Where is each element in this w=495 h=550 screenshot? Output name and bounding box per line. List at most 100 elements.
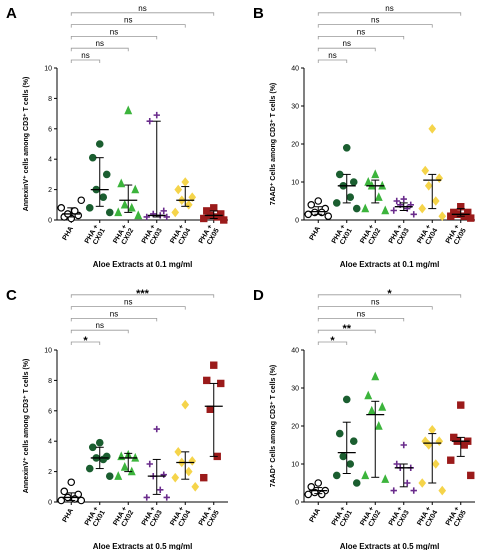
data-point <box>160 207 167 215</box>
y-tick-label: 0 <box>48 500 52 507</box>
significance-bracket <box>70 47 129 52</box>
significance-label: ns <box>357 27 365 36</box>
x-tick-label: PHA +CX02 <box>359 223 382 248</box>
y-tick-label: 40 <box>291 66 299 73</box>
data-point <box>381 474 390 483</box>
x-tick-label: PHA +CX03 <box>141 223 164 248</box>
data-point <box>314 197 323 205</box>
data-point <box>184 466 193 477</box>
y-tick-label: 8 <box>48 96 52 103</box>
data-point <box>143 213 150 221</box>
significance-label: ns <box>110 27 118 36</box>
panel-label: D <box>253 287 264 304</box>
panel-label: B <box>253 5 264 22</box>
x-tick-label: PHA +CX05 <box>445 223 468 248</box>
data-point <box>70 495 79 503</box>
significance-label: * <box>83 335 88 347</box>
data-point <box>418 203 427 214</box>
significance-bracket <box>317 341 348 345</box>
x-tick-label: PHA <box>62 508 75 524</box>
x-axis-label: Aloe Extracts at 0.1 mg/ml <box>93 260 193 269</box>
data-point <box>220 216 228 224</box>
significance-bracket <box>317 294 462 298</box>
x-tick-label: PHA +CX02 <box>112 505 135 530</box>
data-point <box>153 425 160 433</box>
significance-label: ns <box>371 16 379 25</box>
data-point <box>210 361 218 369</box>
x-tick-label: PHA +CX04 <box>416 505 439 530</box>
x-tick-label: PHA +CX04 <box>169 505 192 530</box>
y-tick-label: 0 <box>295 500 299 507</box>
data-point <box>342 395 351 404</box>
data-point <box>381 205 390 215</box>
panel: C 0 2 4 6 8 10 AnnexinV⁺ cells among CD3⁺ T cel… <box>6 287 228 550</box>
data-point <box>188 456 197 466</box>
x-tick-label: PHA +CX05 <box>198 505 221 530</box>
data-point <box>184 199 193 210</box>
data-point <box>105 208 114 217</box>
significance-bracket <box>70 306 186 310</box>
data-point <box>95 140 104 148</box>
y-tick-label: 0 <box>48 218 52 225</box>
data-point <box>335 170 344 179</box>
significance-bracket <box>70 36 158 40</box>
data-point <box>342 144 351 152</box>
x-tick-label: PHA +CX01 <box>331 505 354 530</box>
data-point <box>390 487 397 494</box>
x-axis-label: Aloe Extracts at 0.5 mg/ml <box>93 542 193 550</box>
significance-label: ns <box>343 39 351 48</box>
data-point <box>304 490 313 499</box>
data-point <box>435 173 444 184</box>
y-tick-label: 6 <box>48 408 52 415</box>
data-point <box>335 429 344 438</box>
significance-label: ns <box>96 321 104 330</box>
data-point <box>174 447 183 457</box>
y-tick-label: 0 <box>295 218 299 225</box>
significance-label: ns <box>385 4 393 13</box>
data-point <box>352 204 361 213</box>
y-tick-label: 6 <box>48 126 52 133</box>
significance-bracket <box>317 12 462 16</box>
significance-label: ns <box>357 309 365 318</box>
data-point <box>424 180 433 191</box>
data-point <box>339 452 348 461</box>
significance-bracket <box>70 329 129 334</box>
data-point <box>200 214 208 223</box>
data-point <box>153 111 160 119</box>
x-tick-label: PHA +CX02 <box>112 223 135 248</box>
data-point <box>314 479 323 487</box>
data-point <box>431 459 440 469</box>
data-point <box>400 441 407 449</box>
x-tick-label: PHA +CX02 <box>359 505 382 530</box>
data-point <box>181 177 190 187</box>
significance-label: ns <box>124 16 132 25</box>
data-point <box>120 199 129 209</box>
y-axis-label: 7AAD⁺ Cells among CD3⁺ T cells (%) <box>270 365 277 488</box>
y-tick-label: 10 <box>291 180 299 187</box>
data-point <box>418 478 427 488</box>
significance-label: ** <box>342 323 351 335</box>
significance-label: * <box>387 288 392 300</box>
significance-label: ns <box>138 4 146 13</box>
data-point <box>332 199 341 207</box>
x-tick-label: PHA +CX01 <box>84 505 107 530</box>
data-point <box>143 494 150 501</box>
panel-label: A <box>6 5 17 22</box>
panel: A 0 2 4 6 8 10 AnnexinV⁺ cells among CD3⁺ T cel… <box>6 4 228 269</box>
y-tick-label: 4 <box>48 439 52 446</box>
data-point <box>467 214 475 222</box>
data-point <box>85 204 94 212</box>
y-tick-label: 30 <box>291 386 299 393</box>
significance-label: ns <box>371 298 379 307</box>
data-point <box>99 193 108 202</box>
x-tick-label: PHA +CX03 <box>388 223 411 248</box>
y-tick-label: 20 <box>291 424 299 431</box>
data-point <box>102 170 111 179</box>
data-point <box>349 437 358 446</box>
data-point <box>150 210 157 218</box>
panel: B 0 10 20 30 40 7AAD⁺ Cells among CD3⁺ T cells… <box>253 4 475 269</box>
y-tick-label: 30 <box>291 104 299 111</box>
significance-label: *** <box>136 288 150 300</box>
y-tick-label: 20 <box>291 142 299 149</box>
x-tick-label: PHA +CX05 <box>198 223 221 248</box>
